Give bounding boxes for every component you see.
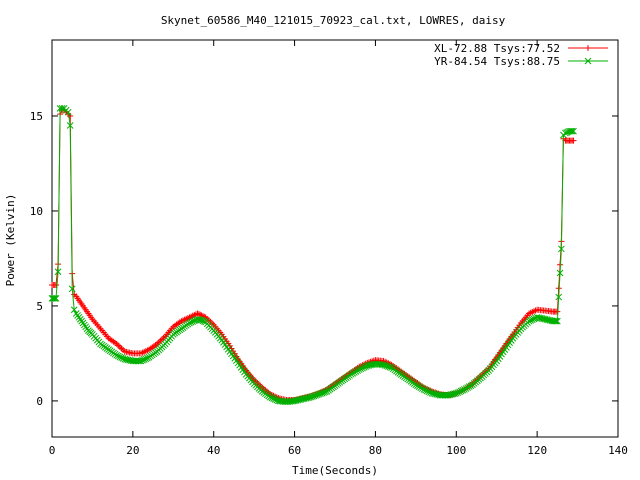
data-point-marker [420,386,428,393]
data-point-marker [118,354,125,361]
data-point-marker [52,294,60,302]
series-layer [48,105,577,406]
chart-title: Skynet_60586_M40_121015_70923_cal.txt, L… [161,14,506,27]
data-point-marker [137,357,145,365]
x-tick-label: 80 [369,444,382,457]
y-tick-label: 10 [30,205,43,218]
y-axis-tick-labels: 0 5 10 15 [30,110,43,408]
data-point-marker [555,293,563,301]
y-axis-label: Power (Kelvin) [4,194,17,287]
data-point-marker [139,356,146,364]
data-point-marker [187,318,195,326]
data-point-marker [554,317,561,325]
data-point-marker [266,393,274,401]
data-point-marker [438,391,446,399]
legend-label: YR-84.54 Tsys:88.75 [434,55,560,68]
data-point-marker [268,394,276,402]
data-point-marker [195,311,202,318]
data-point-marker [386,363,394,371]
data-point-marker [584,57,592,65]
data-point-marker [527,317,535,324]
data-point-marker [525,317,533,325]
y-tick-label: 5 [36,300,43,313]
x-tick-label: 20 [126,444,139,457]
data-point-marker [53,282,60,289]
x-axis-tick-labels: 0 20 40 60 80 100 120 140 [49,444,628,457]
data-point-marker [271,396,279,403]
data-point-marker [452,389,460,397]
x-tick-label: 40 [207,444,220,457]
x-tick-label: 0 [49,444,56,457]
data-point-marker [552,317,560,325]
x-tick-label: 60 [288,444,301,457]
data-point-marker [129,357,137,365]
data-point-marker [360,363,368,371]
data-point-marker [194,310,201,317]
data-point-marker [459,386,467,394]
data-point-marker [144,354,151,362]
data-point-marker [49,294,57,302]
data-point-marker [321,388,329,396]
data-point-marker [436,391,444,399]
data-point-marker [556,269,564,277]
data-point-marker [558,245,565,253]
data-point-marker [570,127,577,135]
data-point-marker [439,391,447,399]
data-point-marker [568,127,576,135]
data-point-marker [456,388,463,396]
y-tick-label: 0 [36,395,43,408]
data-point-marker [199,313,206,320]
plot-area-frame [51,39,619,438]
data-point-marker [132,357,140,365]
data-point-marker [68,285,76,293]
x-tick-label: 140 [608,444,628,457]
data-point-marker [64,108,72,116]
data-point-marker [422,386,429,394]
data-point-marker [454,389,462,396]
data-point-marker [567,127,575,135]
data-point-marker [457,387,465,395]
x-axis-label: Time(Seconds) [292,464,378,477]
data-point-marker [189,318,197,325]
data-point-marker [186,319,193,327]
series-2 [48,105,577,406]
axis-ticks [51,40,619,437]
data-point-marker [66,122,74,129]
data-point-marker [270,395,277,402]
data-point-marker [140,356,148,363]
data-point-marker [551,317,559,325]
data-point-marker [131,357,138,365]
legend-label: XL-72.88 Tsys:77.52 [434,42,560,55]
data-point-marker [425,388,433,396]
data-point-marker [585,45,591,51]
x-tick-label: 120 [527,444,547,457]
data-point-marker [51,294,59,302]
data-point-marker [142,355,150,363]
x-tick-label: 100 [446,444,466,457]
data-point-marker [528,316,536,323]
data-point-marker [54,268,62,276]
data-point-marker [423,387,431,395]
y-tick-label: 15 [30,110,43,123]
data-point-marker [114,352,122,360]
data-point-marker [58,105,66,112]
data-point-marker [70,306,78,314]
data-point-marker [116,353,124,361]
data-point-marker [357,365,365,373]
data-point-marker [113,351,121,359]
data-point-marker [359,364,366,372]
data-point-marker [355,366,363,373]
data-point-marker [570,137,577,144]
